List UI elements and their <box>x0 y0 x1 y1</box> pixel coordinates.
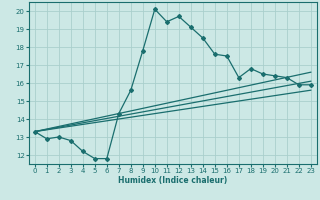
X-axis label: Humidex (Indice chaleur): Humidex (Indice chaleur) <box>118 176 228 185</box>
